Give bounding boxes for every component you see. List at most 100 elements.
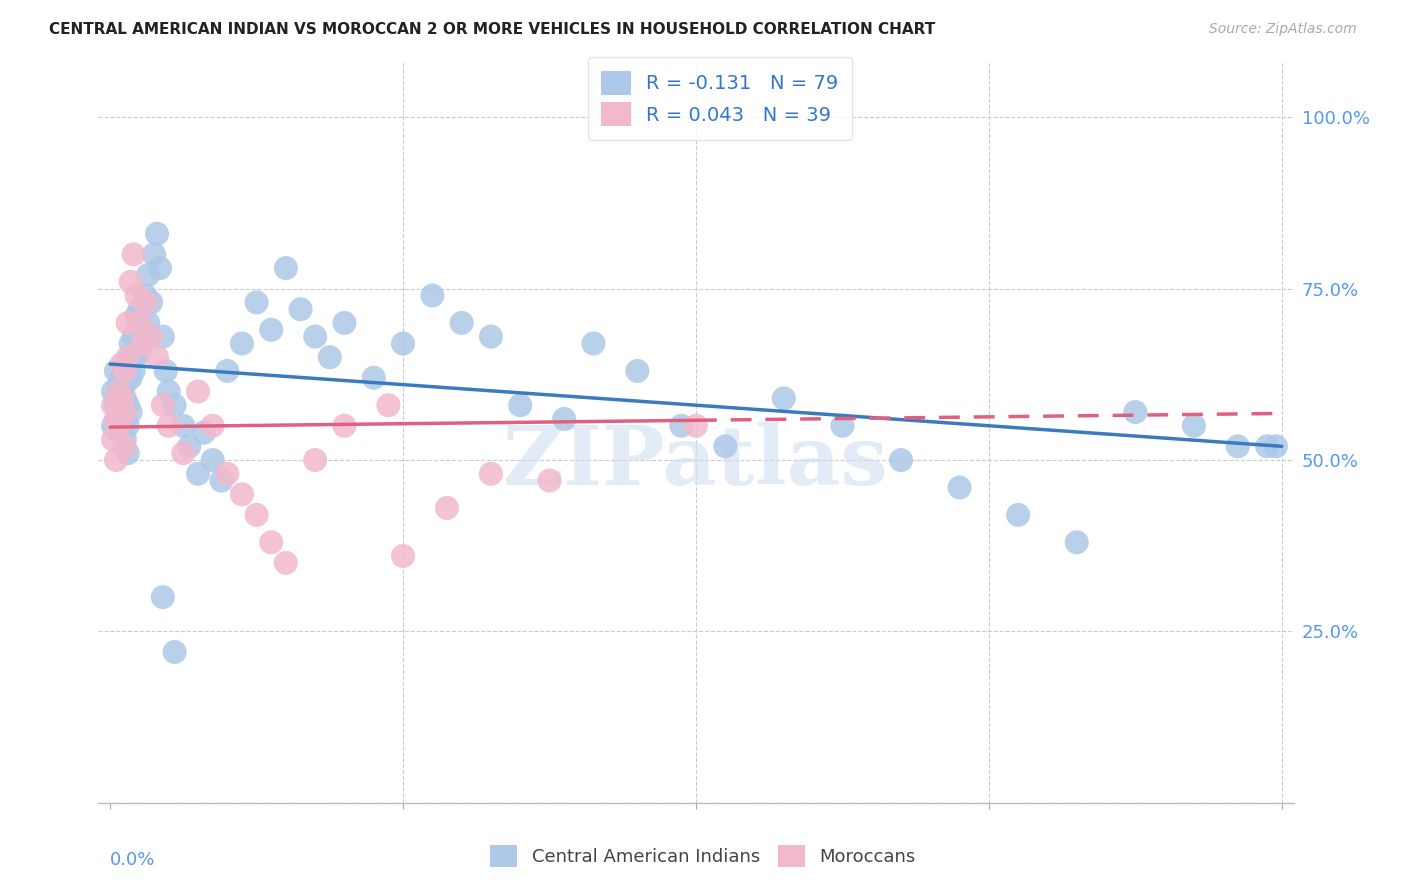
Point	[1265, 439, 1288, 453]
Point	[134, 295, 156, 310]
Point	[157, 384, 180, 399]
Point	[179, 439, 201, 453]
Point	[125, 350, 148, 364]
Legend: R = -0.131   N = 79, R = 0.043   N = 39: R = -0.131 N = 79, R = 0.043 N = 39	[588, 57, 852, 140]
Point	[509, 398, 531, 412]
Point	[714, 439, 737, 453]
Point	[131, 323, 153, 337]
Point	[117, 446, 139, 460]
Point	[246, 295, 269, 310]
Point	[1125, 405, 1147, 419]
Point	[131, 336, 153, 351]
Point	[105, 412, 128, 426]
Point	[152, 329, 174, 343]
Point	[948, 480, 970, 494]
Point	[377, 398, 399, 412]
Point	[136, 316, 159, 330]
Point	[128, 316, 150, 330]
Point	[211, 474, 233, 488]
Text: CENTRAL AMERICAN INDIAN VS MOROCCAN 2 OR MORE VEHICLES IN HOUSEHOLD CORRELATION : CENTRAL AMERICAN INDIAN VS MOROCCAN 2 OR…	[49, 22, 935, 37]
Point	[217, 364, 239, 378]
Point	[105, 398, 128, 412]
Point	[333, 418, 356, 433]
Point	[304, 453, 326, 467]
Point	[114, 364, 136, 378]
Point	[260, 535, 283, 549]
Point	[392, 336, 415, 351]
Point	[231, 336, 253, 351]
Point	[122, 247, 145, 261]
Point	[201, 453, 224, 467]
Point	[187, 467, 209, 481]
Point	[274, 261, 297, 276]
Point	[111, 392, 134, 406]
Point	[155, 364, 177, 378]
Point	[274, 556, 297, 570]
Point	[101, 433, 124, 447]
Point	[436, 501, 458, 516]
Point	[1066, 535, 1088, 549]
Point	[187, 384, 209, 399]
Point	[111, 405, 134, 419]
Point	[671, 418, 693, 433]
Point	[120, 371, 142, 385]
Point	[114, 439, 136, 453]
Point	[128, 302, 150, 317]
Point	[831, 418, 853, 433]
Point	[114, 412, 136, 426]
Point	[108, 384, 131, 399]
Point	[143, 247, 166, 261]
Point	[363, 371, 385, 385]
Point	[134, 288, 156, 302]
Point	[773, 392, 796, 406]
Point	[582, 336, 605, 351]
Point	[304, 329, 326, 343]
Point	[260, 323, 283, 337]
Point	[152, 590, 174, 604]
Point	[217, 467, 239, 481]
Point	[1007, 508, 1029, 522]
Point	[114, 405, 136, 419]
Point	[319, 350, 342, 364]
Point	[146, 350, 169, 364]
Point	[149, 261, 172, 276]
Point	[125, 288, 148, 302]
Point	[108, 412, 131, 426]
Point	[626, 364, 648, 378]
Point	[114, 364, 136, 378]
Point	[479, 329, 502, 343]
Point	[111, 357, 134, 371]
Point	[163, 645, 186, 659]
Point	[146, 227, 169, 241]
Point	[128, 343, 150, 358]
Point	[108, 425, 131, 440]
Point	[117, 316, 139, 330]
Point	[122, 329, 145, 343]
Point	[120, 336, 142, 351]
Point	[152, 398, 174, 412]
Point	[333, 316, 356, 330]
Point	[117, 350, 139, 364]
Point	[890, 453, 912, 467]
Point	[117, 418, 139, 433]
Point	[141, 295, 163, 310]
Point	[114, 377, 136, 392]
Point	[231, 487, 253, 501]
Point	[1226, 439, 1249, 453]
Point	[172, 418, 194, 433]
Point	[101, 398, 124, 412]
Point	[101, 418, 124, 433]
Point	[105, 453, 128, 467]
Point	[422, 288, 444, 302]
Point	[117, 398, 139, 412]
Point	[685, 418, 707, 433]
Text: Source: ZipAtlas.com: Source: ZipAtlas.com	[1209, 22, 1357, 37]
Point	[111, 392, 134, 406]
Point	[108, 377, 131, 392]
Point	[125, 309, 148, 323]
Text: ZIPatlas: ZIPatlas	[503, 422, 889, 502]
Point	[201, 418, 224, 433]
Point	[117, 357, 139, 371]
Point	[163, 398, 186, 412]
Point	[105, 364, 128, 378]
